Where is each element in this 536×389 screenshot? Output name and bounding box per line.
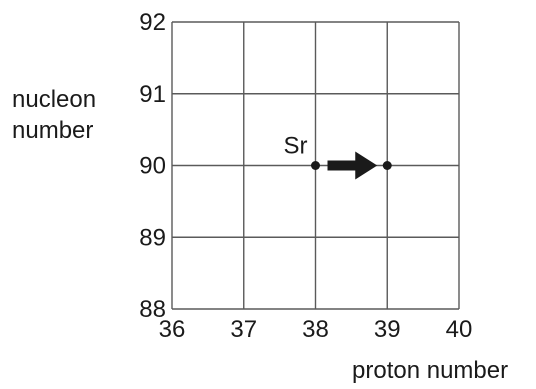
x-tick-label-40: 40 <box>446 316 473 343</box>
x-tick-labels: 36 37 38 39 40 <box>159 316 473 343</box>
y-axis-label-line-1: nucleon <box>12 86 97 113</box>
x-axis-label: proton number <box>352 357 509 384</box>
nuclide-point-2 <box>382 161 392 170</box>
nuclide-point-1 <box>311 161 320 170</box>
y-axis-label: nucleon number <box>12 84 96 146</box>
y-axis-label-line-2: number <box>12 117 94 144</box>
nuclide-label-1: Sr <box>284 133 308 160</box>
y-tick-labels: 88 89 90 91 92 <box>139 9 166 323</box>
y-tick-label-91: 91 <box>139 81 166 108</box>
y-tick-label-88: 88 <box>139 296 166 323</box>
y-tick-label-90: 90 <box>139 153 166 180</box>
y-tick-label-92: 92 <box>139 9 166 36</box>
x-tick-label-36: 36 <box>159 316 186 343</box>
y-tick-label-89: 89 <box>139 224 166 251</box>
data-marks: Sr <box>284 133 392 180</box>
decay-arrow <box>327 151 378 180</box>
x-tick-label-39: 39 <box>374 316 401 343</box>
x-tick-label-38: 38 <box>302 316 329 343</box>
x-tick-label-37: 37 <box>230 316 257 343</box>
